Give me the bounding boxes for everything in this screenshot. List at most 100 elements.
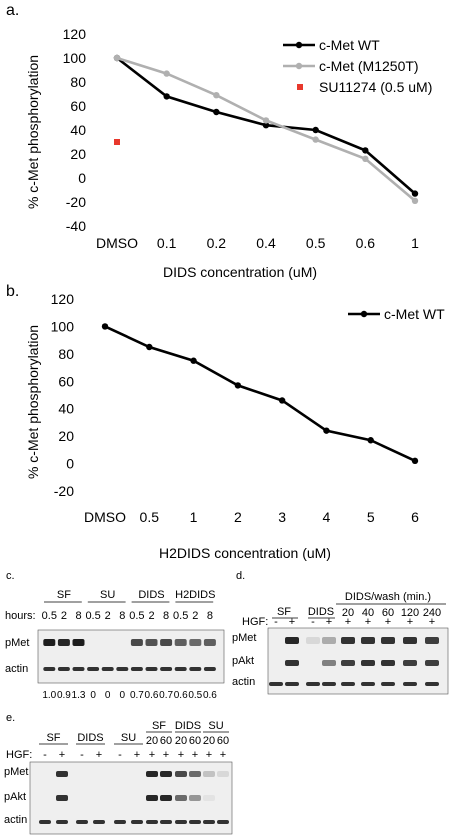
blot-d-pakt-band	[341, 660, 355, 666]
blot-c-quant-value: 0	[90, 690, 96, 700]
blot-c-quant-value: 0	[120, 690, 126, 700]
blot-e-hgf-sign: +	[59, 749, 65, 761]
blot-d-actin-band	[425, 682, 439, 686]
a-xtick-label: 1	[411, 235, 419, 251]
b-xtick-label: 0.5	[140, 509, 160, 525]
b-xtick-label: 5	[367, 509, 375, 525]
b-series-point-0	[367, 437, 374, 444]
blot-c-pmet-band	[174, 639, 187, 646]
blot-d-hgf-sign: +	[365, 616, 371, 628]
b-xtick-label: DMSO	[84, 509, 126, 525]
blot-c-group-label: SU	[100, 589, 115, 601]
blot-e-row-pakt: pAkt	[4, 791, 26, 803]
blot-e-group-label: SU	[208, 720, 223, 732]
blot-e-hgf-sign: -	[80, 749, 84, 761]
blot-e-time-label: 60	[160, 735, 172, 747]
blot-e-row-pmet: pMet	[4, 766, 28, 778]
blot-d-pmet-band	[403, 637, 417, 644]
blot-e-row-actin: actin	[4, 814, 27, 826]
blot-e-hgf-sign: -	[118, 749, 122, 761]
blot-c-pmet-band	[72, 639, 85, 646]
b-xtick-label: 2	[234, 509, 242, 525]
a-ytick-label: 100	[63, 50, 87, 66]
blot-e-time-label: 20	[203, 735, 215, 747]
blot-e-time-label: 60	[217, 735, 229, 747]
blot-d-hgf-sign: +	[429, 616, 435, 628]
a-legend-label: c-Met WT	[319, 37, 380, 53]
b-ytick-label: 80	[58, 346, 74, 362]
a-series-point-0	[362, 147, 369, 154]
blot-e-actin-band	[203, 820, 215, 824]
a-series-point-0	[213, 108, 220, 116]
b-xtick-label: 4	[323, 509, 331, 525]
a-legend-label: SU11274 (0.5 uM)	[319, 79, 432, 95]
blot-e-hgf-sign: -	[43, 749, 47, 761]
blot-d-actin-band	[361, 682, 375, 686]
blot-d-actin-band	[306, 682, 320, 686]
blot-c: hours: SF SU DIDS H2DIDS 0.5 2 8 0.5 2 8 0.5 2 8 0.5…	[5, 589, 225, 700]
blot-d-pakt-band	[322, 660, 336, 666]
blot-c-pmet-band	[189, 639, 202, 646]
a-ytick-label: 0	[78, 170, 86, 186]
panel-label-b: b.	[6, 283, 20, 300]
b-ytick-label: 60	[58, 373, 74, 389]
blot-c-actin-band	[87, 667, 100, 671]
a-series-point-1	[163, 70, 170, 77]
blot-e-pmet-band	[217, 771, 229, 777]
blot-c-actin-band	[130, 667, 143, 671]
blot-d-pmet-band	[341, 637, 355, 644]
b-series-point-0	[323, 427, 330, 434]
blot-e-hgf-sign: +	[206, 749, 212, 761]
panel-label-d: d.	[236, 570, 246, 582]
chart-a: % c-Met phosphorylation DIDS concentrati…	[25, 26, 432, 280]
blot-e-hgf-sign: +	[178, 749, 184, 761]
a-ytick-label: 120	[63, 26, 87, 42]
blot-c-quant-value: 0.6	[145, 690, 159, 700]
blot-d-actin-band	[341, 682, 355, 686]
b-ytick-label: -20	[54, 483, 74, 499]
blot-d-actin-band	[285, 682, 299, 686]
b-series-line-0	[104, 325, 416, 463]
blot-c-hours-label: hours:	[5, 610, 36, 622]
blot-d-pakt-band	[361, 660, 375, 666]
blot-c-pmet-band	[160, 639, 173, 646]
blot-d-pakt-band	[403, 660, 417, 666]
panel-label-e: e.	[6, 712, 16, 724]
b-ytick-label: 0	[66, 456, 74, 472]
blot-d-pakt-band	[425, 660, 439, 666]
b-series-point-0	[278, 397, 286, 404]
blot-c-time-label: 8	[119, 610, 125, 622]
blot-e-pakt-band	[175, 795, 187, 801]
b-legend-marker	[360, 310, 368, 318]
a-series-point-1	[262, 117, 270, 124]
blot-c-time-label: 0.5	[173, 610, 188, 622]
chart-b-xlabel: H2DIDS concentration (uM)	[159, 545, 331, 561]
blot-c-pmet-band	[43, 639, 56, 646]
blot-e-group-label: SF	[46, 732, 60, 744]
blot-c-time-label: 2	[192, 610, 198, 622]
blot-e-actin-band	[56, 820, 68, 824]
blot-c-quant-value: 0.7	[130, 690, 144, 700]
chart-b: % c-Met phosphorylation H2DIDS concentra…	[25, 291, 445, 561]
blot-c-pmet-band	[145, 639, 158, 646]
blot-d-hgf-sign: -	[274, 616, 278, 628]
blot-e-pakt-band	[146, 795, 158, 801]
blot-e-time-label: 20	[146, 735, 158, 747]
a-series-point-1	[411, 197, 419, 204]
blot-e-hgf-sign: +	[96, 749, 102, 761]
blot-c-time-label: 0.5	[85, 610, 100, 622]
blot-e-pmet-band	[175, 771, 187, 777]
blot-c-actin-band	[101, 667, 114, 671]
chart-b-ylabel: % c-Met phosphorylation	[25, 325, 41, 479]
blot-d-row-pmet: pMet	[232, 632, 256, 644]
b-legend-label: c-Met WT	[384, 306, 445, 322]
a-xtick-label: 0.2	[207, 235, 227, 251]
blot-c-quant-value: 0.5	[188, 690, 202, 700]
blot-e-actin-band	[39, 820, 51, 824]
blot-e-time-label: 20	[175, 735, 187, 747]
blot-d-time-label: 240	[423, 607, 441, 619]
blot-e-pakt-band	[203, 795, 215, 801]
blot-d-hgf-sign: +	[407, 616, 413, 628]
a-xtick-label: 0.6	[356, 235, 376, 251]
a-series-point-1	[113, 54, 121, 62]
